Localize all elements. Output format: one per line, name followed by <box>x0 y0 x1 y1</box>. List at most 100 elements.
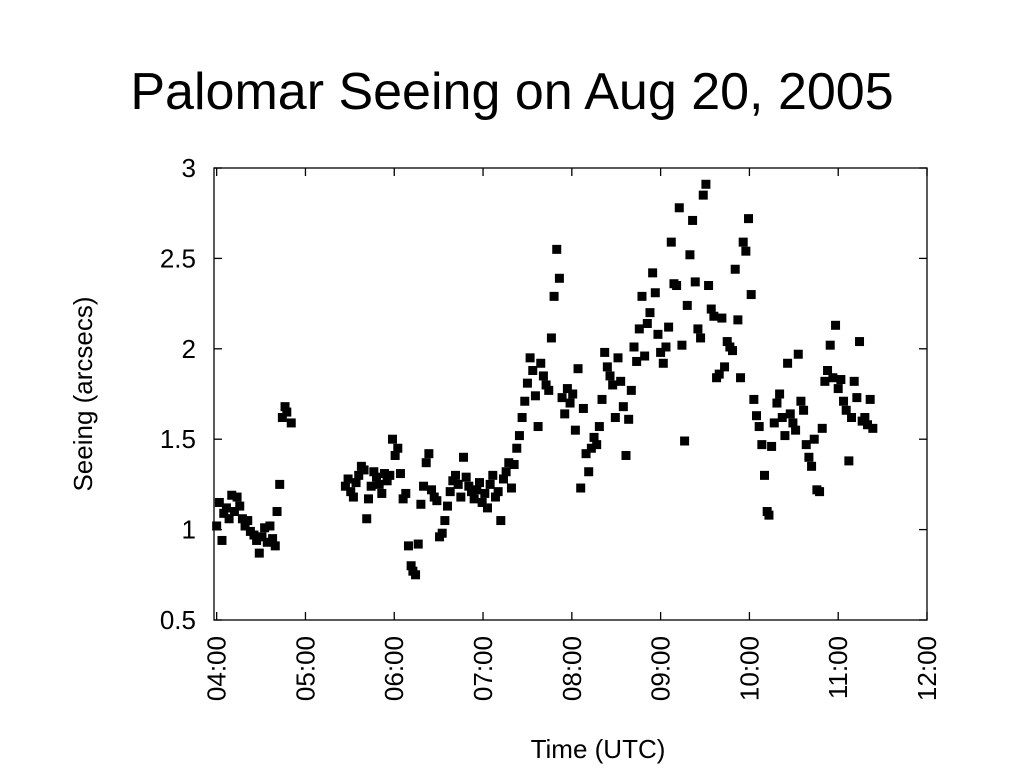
data-point <box>764 510 774 520</box>
data-point <box>833 384 843 394</box>
data-point <box>780 431 790 441</box>
data-point <box>403 541 413 551</box>
data-point <box>514 431 524 441</box>
data-point <box>650 288 660 298</box>
data-point <box>733 315 743 325</box>
data-point <box>704 281 714 291</box>
data-point <box>757 440 767 450</box>
data-point <box>401 488 411 498</box>
data-point <box>844 456 854 466</box>
data-point <box>594 422 604 432</box>
data-point <box>817 423 827 433</box>
y-tick-label: 2.5 <box>160 243 196 273</box>
data-point <box>828 373 838 383</box>
data-point <box>498 474 508 484</box>
data-point <box>738 237 748 247</box>
data-point <box>277 413 287 423</box>
data-point <box>525 353 535 363</box>
data-point <box>554 273 564 283</box>
data-point <box>626 385 636 395</box>
data-point <box>613 353 623 363</box>
data-point <box>362 514 372 524</box>
data-point <box>836 375 846 385</box>
data-point <box>868 423 878 433</box>
data-point <box>509 460 519 470</box>
data-point <box>783 358 793 368</box>
data-point <box>578 403 588 413</box>
data-point <box>212 521 222 531</box>
data-point <box>480 488 490 498</box>
data-point <box>608 380 618 390</box>
data-point <box>839 396 849 406</box>
data-point <box>496 516 506 526</box>
data-point <box>240 521 250 531</box>
x-axis-label: Time (UTC) <box>531 734 666 764</box>
data-point <box>506 483 516 493</box>
data-point <box>275 479 285 489</box>
data-point <box>416 499 426 509</box>
data-point <box>760 470 770 480</box>
data-point <box>229 507 239 517</box>
data-point <box>493 487 503 497</box>
data-point <box>568 389 578 399</box>
data-point <box>448 476 458 486</box>
data-point <box>390 450 400 460</box>
data-point <box>629 342 639 352</box>
data-point <box>427 485 437 495</box>
data-point <box>823 365 833 375</box>
data-point <box>744 214 754 224</box>
y-tick-label: 1 <box>182 515 196 545</box>
data-point <box>379 469 389 479</box>
data-point <box>217 535 227 545</box>
data-point <box>477 497 487 507</box>
data-point <box>464 481 474 491</box>
data-point <box>672 281 682 291</box>
data-point <box>706 304 716 314</box>
x-tick-label: 12:00 <box>912 636 942 701</box>
y-tick-label: 2 <box>182 334 196 364</box>
x-tick-label: 10:00 <box>734 636 764 701</box>
data-point <box>552 244 562 254</box>
data-point <box>584 467 594 477</box>
x-tick-label: 11:00 <box>823 636 853 699</box>
data-point <box>232 492 242 502</box>
data-point <box>437 528 447 538</box>
data-point <box>366 481 376 491</box>
data-point <box>618 402 628 412</box>
data-point <box>272 507 282 517</box>
data-point <box>690 277 700 287</box>
data-point <box>682 300 692 310</box>
data-point <box>560 409 570 419</box>
data-point <box>280 402 290 412</box>
data-point <box>799 405 809 415</box>
data-point <box>602 362 612 372</box>
data-point <box>852 393 862 403</box>
data-point <box>221 503 231 513</box>
y-tick-label: 0.5 <box>160 605 196 635</box>
data-point <box>576 483 586 493</box>
data-point <box>544 385 554 395</box>
data-point <box>680 436 690 446</box>
data-point <box>235 501 245 511</box>
plot-border <box>213 167 928 621</box>
data-point <box>653 329 663 339</box>
x-tick-label: 04:00 <box>202 636 232 701</box>
data-point <box>573 364 583 374</box>
data-point <box>432 496 442 506</box>
data-point <box>445 487 455 497</box>
data-point <box>754 422 764 432</box>
data-point <box>688 215 698 225</box>
data-point <box>772 398 782 408</box>
data-point <box>286 418 296 428</box>
data-point <box>722 337 732 347</box>
data-point <box>698 190 708 200</box>
data-point <box>610 413 620 423</box>
data-point <box>701 179 711 189</box>
data-point <box>634 324 644 334</box>
data-point <box>440 516 450 526</box>
data-point <box>685 250 695 260</box>
data-point <box>469 494 479 504</box>
data-point <box>820 376 830 386</box>
data-point <box>443 501 453 511</box>
